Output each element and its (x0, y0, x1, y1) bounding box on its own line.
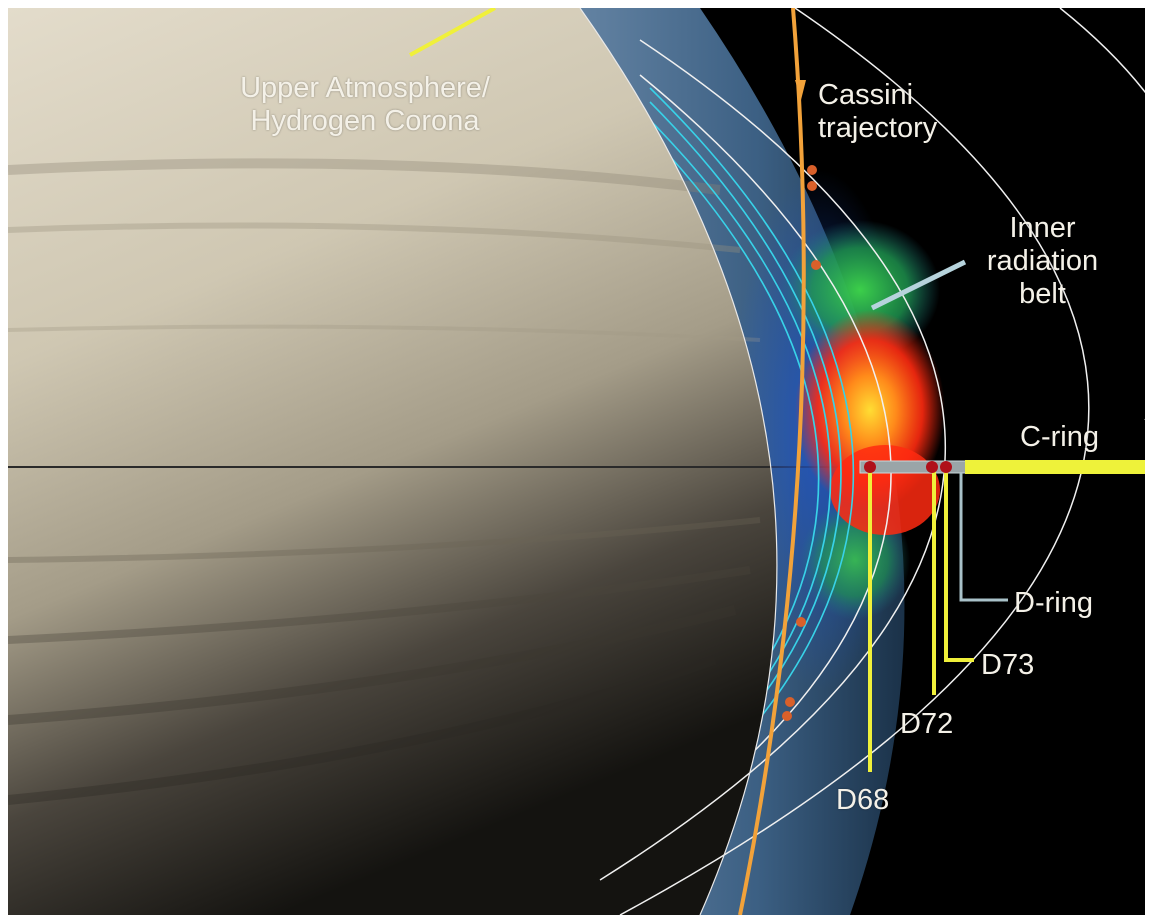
cassini-label-line1: Cassini (818, 79, 914, 111)
inner-belt-label-line3: belt (1019, 278, 1066, 310)
trajectory-markers (782, 165, 821, 721)
closest-approach-markers (864, 461, 952, 473)
inner-belt-label-line2: radiation (986, 245, 1099, 277)
d68-label: D68 (836, 784, 890, 816)
d-ring-pointer (959, 473, 1008, 602)
inner-belt-label-line1: Inner (1009, 212, 1076, 244)
inner-belt-pointer (870, 259, 967, 311)
trajectory-arrow (795, 80, 806, 100)
d73-pointer (944, 467, 974, 662)
c-ring (965, 460, 1145, 474)
d72-label: D72 (900, 708, 954, 740)
c-ring-label: C-ring (1020, 421, 1099, 453)
cassini-trajectory-label: Cassini trajectory (818, 79, 937, 145)
cassini-trajectory (738, 8, 806, 915)
saturn-limb (579, 8, 778, 915)
cassini-label-line2: trajectory (818, 112, 938, 144)
d-ring-label: D-ring (1014, 587, 1093, 619)
upper-atmosphere-label-line1: Upper Atmosphere/ (240, 72, 490, 104)
d73-label: D73 (981, 649, 1035, 681)
upper-atmosphere-label-line2: Hydrogen Corona (250, 105, 480, 137)
saturn-planet (8, 8, 777, 915)
saturn-bands (8, 158, 761, 805)
inner-radiation-belt-label: Inner radiation belt (965, 212, 1120, 311)
upper-atmosphere-label: Upper Atmosphere/ Hydrogen Corona (200, 72, 530, 138)
upper-atmosphere-pointer (409, 8, 496, 57)
